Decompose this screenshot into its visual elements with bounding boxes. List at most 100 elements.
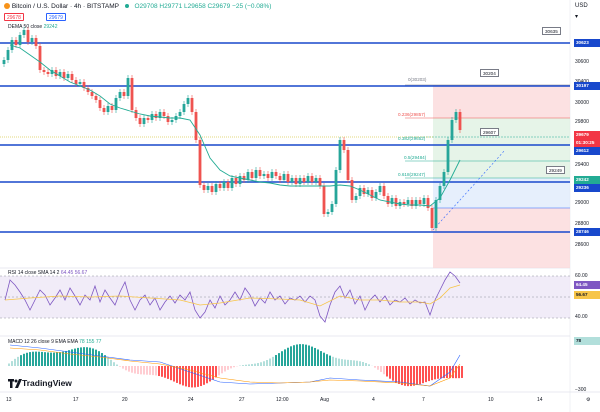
time-tick: 24 <box>188 397 194 403</box>
macd-bar <box>242 365 244 366</box>
candle-body <box>58 72 62 76</box>
candle-body <box>326 212 330 214</box>
ma-legend[interactable]: DEMA 50 close 29242 <box>8 24 58 30</box>
candle-body <box>6 50 10 60</box>
macd-bar <box>56 352 58 366</box>
settings-gear-icon[interactable]: ⚙ <box>586 397 591 403</box>
candle-body <box>146 118 150 120</box>
macd-bar <box>443 366 445 379</box>
ask-price[interactable]: 29679 <box>46 13 66 21</box>
macd-bar <box>146 366 148 375</box>
tradingview-logo-icon <box>8 379 22 388</box>
candle-body <box>154 114 158 118</box>
candle-body <box>130 78 134 110</box>
macd-bar <box>377 366 379 370</box>
macd-bar <box>26 352 28 366</box>
macd-bar <box>395 366 397 383</box>
candle-body <box>334 170 338 204</box>
macd-bar <box>29 352 31 366</box>
candle-body <box>458 112 462 130</box>
callout-current[interactable]: 29607 <box>480 128 499 136</box>
macd-bar <box>191 366 193 388</box>
fib-label-618: 0.618(29247) <box>398 172 426 177</box>
callout-fib-top[interactable]: 30204 <box>480 69 499 77</box>
time-tick: 20 <box>122 397 128 403</box>
candle-body <box>14 40 18 45</box>
candle-body <box>378 186 382 192</box>
macd-bar <box>272 356 274 366</box>
callout-high[interactable]: 30635 <box>542 27 561 35</box>
fib-label-0: 0(30203) <box>408 77 427 82</box>
macd-bar <box>428 366 430 382</box>
rsi-tick: 40.00 <box>575 314 588 320</box>
macd-bar <box>341 359 343 366</box>
macd-bar <box>413 366 415 386</box>
candle-body <box>298 178 302 184</box>
ohlc-values: O29708 H29771 L29658 C29679 −25 (−0.08%) <box>134 3 272 10</box>
candle-body <box>306 176 310 182</box>
price-tag-dema[interactable]: 29242 <box>574 176 600 184</box>
candle-body <box>150 114 154 120</box>
candle-body <box>86 88 90 92</box>
macd-histogram <box>8 344 463 388</box>
candle-body <box>218 184 222 188</box>
macd-bar <box>185 366 187 387</box>
price-tag-30197[interactable]: 30197 <box>574 82 600 90</box>
candle-body <box>354 196 358 200</box>
candle-body <box>158 112 162 118</box>
currency-chevron-icon[interactable]: ▾ <box>575 14 579 20</box>
price-tick: 30000 <box>575 100 589 106</box>
macd-bar <box>140 366 142 375</box>
time-tick: 27 <box>239 397 245 403</box>
candle-body <box>330 204 334 212</box>
candle-body <box>426 198 430 208</box>
macd-bar <box>17 356 19 366</box>
time-tick: 4 <box>372 397 375 403</box>
candle-body <box>198 140 202 185</box>
callout-dema[interactable]: 29249 <box>546 166 565 174</box>
macd-bar <box>254 363 256 366</box>
macd-bar <box>125 366 127 371</box>
candle-body <box>250 172 254 178</box>
macd-bar <box>158 366 160 377</box>
time-tick: 13 <box>6 397 12 403</box>
macd-bar <box>350 360 352 366</box>
macd-bar <box>179 366 181 385</box>
candle-body <box>178 112 182 116</box>
macd-bar <box>38 351 40 366</box>
candle-body <box>162 112 166 116</box>
candle-body <box>362 188 366 194</box>
macd-bar <box>263 361 265 366</box>
time-tick: 17 <box>73 397 79 403</box>
macd-bar <box>359 361 361 366</box>
macd-bar <box>338 358 340 366</box>
price-tag-29236[interactable]: 29236 <box>574 184 600 192</box>
bid-price[interactable]: 29678 <box>4 13 24 21</box>
price-tag-29612[interactable]: 29612 <box>574 147 600 155</box>
symbol-title[interactable]: Bitcoin / U.S. Dollar · 4h · BITSTAMP <box>11 3 119 10</box>
price-tag-30623[interactable]: 30623 <box>574 39 600 47</box>
candle-body <box>286 174 290 182</box>
candle-body <box>22 30 26 35</box>
macd-bar <box>59 352 61 366</box>
candle-body <box>106 106 110 112</box>
currency-label[interactable]: USD <box>575 3 588 9</box>
macd-bar <box>356 360 358 366</box>
macd-legend[interactable]: MACD 12 26 close 9 EMA EMA 78 155 77 <box>8 339 102 345</box>
candle-body <box>10 40 14 50</box>
price-tag-current[interactable]: 29679 <box>574 131 600 139</box>
candle-body <box>342 140 346 150</box>
macd-bar <box>305 344 307 366</box>
macd-bar <box>173 366 175 382</box>
candle-body <box>322 186 326 214</box>
price-tick: 29000 <box>575 200 589 206</box>
candle-body <box>230 178 234 188</box>
macd-bar <box>203 366 205 385</box>
candle-body <box>102 108 106 112</box>
candle-body <box>78 82 82 84</box>
price-tag-28746[interactable]: 28746 <box>574 228 600 236</box>
candle-body <box>138 118 142 124</box>
rsi-legend[interactable]: RSI 14 close SMA 14 2 64.45 56.67 <box>8 270 88 276</box>
